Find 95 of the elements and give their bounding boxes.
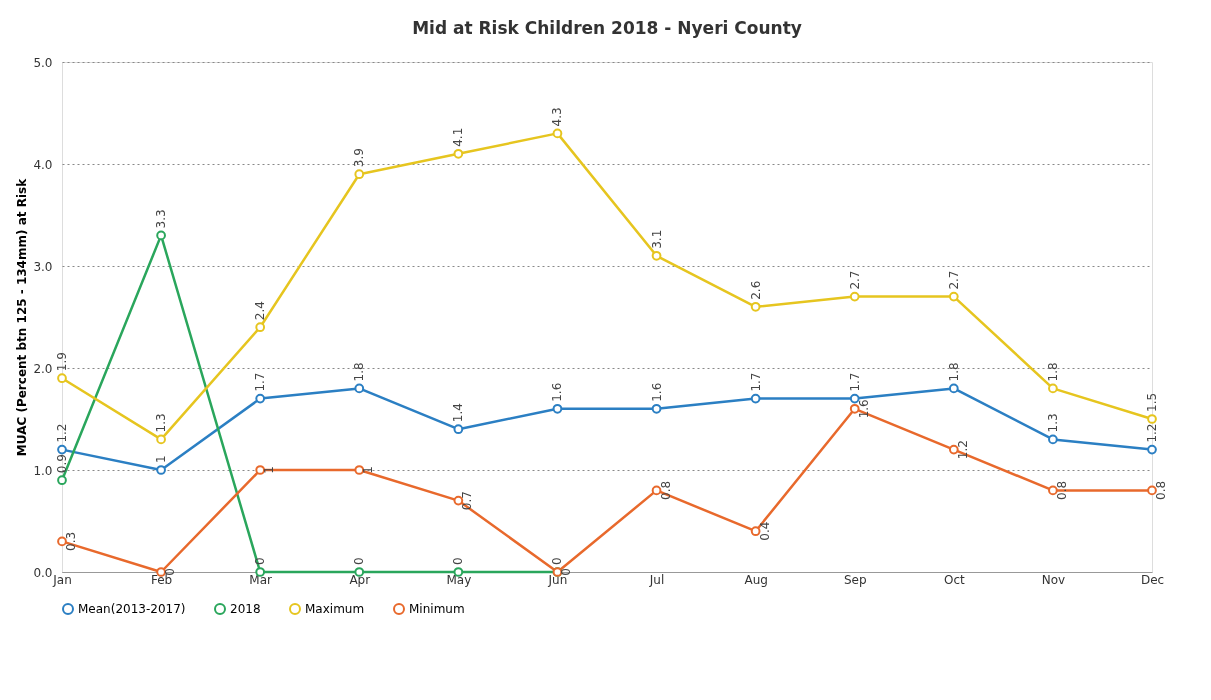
legend-label: Maximum xyxy=(305,602,365,616)
point xyxy=(948,291,959,302)
data-label: 1.4 xyxy=(451,403,466,423)
data-label: 0 xyxy=(352,557,367,565)
y-tick-label: 1.0 xyxy=(33,463,53,478)
data-label: 1.7 xyxy=(748,372,763,392)
data-label: 0 xyxy=(253,557,268,565)
point xyxy=(651,250,662,261)
x-tick-label: Oct xyxy=(943,572,965,587)
data-label: 1 xyxy=(154,455,169,463)
data-label: 2.7 xyxy=(946,270,961,290)
data-label: 1.8 xyxy=(352,362,367,382)
x-tick-label: Jul xyxy=(648,572,665,587)
data-label: 2.6 xyxy=(748,280,763,300)
data-label: 0.9 xyxy=(55,454,69,474)
point xyxy=(552,128,563,139)
data-label: 3.1 xyxy=(649,229,664,249)
point xyxy=(1147,485,1157,496)
data-label: 0.7 xyxy=(460,491,475,511)
point xyxy=(948,444,959,455)
data-label: 1.8 xyxy=(1045,362,1060,382)
point xyxy=(552,403,563,414)
legend-label: Minimum xyxy=(409,602,465,616)
point xyxy=(750,301,761,312)
data-label: 1.6 xyxy=(649,382,664,402)
data-label: 0.8 xyxy=(1154,480,1168,500)
x-tick-label: May xyxy=(446,572,472,587)
x-tick-label: Nov xyxy=(1041,572,1066,587)
data-label: 1 xyxy=(361,466,376,474)
data-label: 1.7 xyxy=(253,372,268,392)
legend-label: Mean(2013-2017) xyxy=(78,602,186,616)
point xyxy=(57,475,67,486)
data-label: 1.3 xyxy=(1045,413,1060,433)
data-label: 1.5 xyxy=(1145,392,1159,412)
point xyxy=(849,291,860,302)
point xyxy=(849,393,860,404)
data-label: 1 xyxy=(262,466,277,474)
data-label: 4.3 xyxy=(550,107,565,127)
point xyxy=(948,383,959,394)
data-label: 1.2 xyxy=(1145,423,1159,443)
data-label: 1.2 xyxy=(955,440,970,460)
point xyxy=(156,230,166,241)
point xyxy=(354,383,365,394)
point xyxy=(750,526,761,537)
x-tick-label: Sep xyxy=(843,572,867,587)
point xyxy=(1147,444,1157,455)
point xyxy=(651,485,662,496)
point xyxy=(1048,383,1058,394)
data-label: 0.3 xyxy=(64,531,78,551)
point xyxy=(453,424,464,435)
x-tick-label: Jan xyxy=(52,572,72,587)
data-label: 2.7 xyxy=(847,270,862,290)
point xyxy=(651,403,662,414)
data-label: 2.4 xyxy=(253,301,268,321)
data-label: 1.7 xyxy=(847,372,862,392)
y-tick-label: 0.0 xyxy=(33,565,53,580)
point xyxy=(57,373,67,384)
point xyxy=(255,393,266,404)
data-label: 4.1 xyxy=(451,127,466,147)
x-tick-label: Apr xyxy=(349,572,371,587)
data-label: 0 xyxy=(550,557,565,565)
point xyxy=(849,403,860,414)
data-label: 0.8 xyxy=(1054,480,1069,500)
point xyxy=(255,322,266,333)
data-label: 0.8 xyxy=(658,480,673,500)
point xyxy=(1048,434,1058,445)
data-label: 1.8 xyxy=(946,362,961,382)
y-tick-label: 4.0 xyxy=(33,157,53,172)
y-tick-label: 2.0 xyxy=(33,361,53,376)
point xyxy=(1147,414,1157,424)
data-label: 0.4 xyxy=(757,521,772,541)
data-label: 3.9 xyxy=(352,148,367,168)
y-tick-label: 3.0 xyxy=(33,259,53,274)
data-label: 0 xyxy=(451,557,466,565)
y-axis-title: MUAC (Percent btn 125 - 134mm) at Risk xyxy=(15,177,30,457)
x-tick-label: Mar xyxy=(249,572,273,587)
point xyxy=(57,536,67,547)
legend-label: 2018 xyxy=(230,602,261,616)
x-tick-label: Dec xyxy=(1140,572,1165,587)
data-label: 1.6 xyxy=(856,399,871,419)
point xyxy=(57,444,67,455)
data-label: 1.2 xyxy=(55,423,69,443)
data-label: 1.9 xyxy=(55,352,69,372)
x-tick-label: Aug xyxy=(744,572,768,587)
data-label: 1.3 xyxy=(154,413,169,433)
point xyxy=(1048,485,1058,496)
data-label: 1.6 xyxy=(550,382,565,402)
y-tick-label: 5.0 xyxy=(33,55,53,70)
point xyxy=(156,434,166,445)
data-label: 3.3 xyxy=(154,209,169,229)
point xyxy=(750,393,761,404)
chart-title: Mid at Risk Children 2018 - Nyeri County xyxy=(412,18,802,38)
point xyxy=(453,148,464,159)
point xyxy=(156,465,166,475)
point xyxy=(354,169,365,180)
